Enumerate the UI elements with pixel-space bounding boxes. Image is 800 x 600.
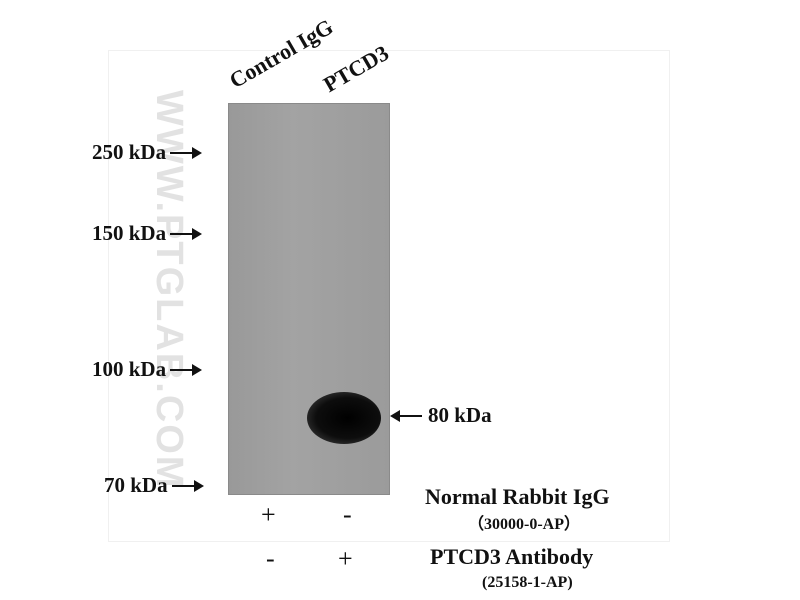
watermark-text: WWW.PTGLAB.COM	[148, 90, 190, 490]
row1-lane2-sign: -	[343, 500, 352, 529]
marker-label: 250 kDa	[92, 140, 167, 164]
marker-label: 150 kDa	[92, 221, 167, 245]
marker-label: 70 kDa	[104, 473, 168, 497]
arrow-right-icon	[170, 363, 203, 376]
panel-frame	[108, 50, 670, 542]
row1-catalog: （30000-0-AP）	[468, 516, 580, 533]
arrow-right-icon	[171, 479, 204, 492]
marker-150: 150 kDa	[92, 221, 203, 246]
marker-label: 100 kDa	[92, 357, 167, 381]
marker-100: 100 kDa	[92, 357, 203, 382]
row2-lane2-sign: +	[338, 544, 353, 573]
band-annotation: 80 kDa	[390, 403, 492, 428]
ptcd3-band	[307, 392, 381, 444]
row2-label: PTCD3 Antibody	[430, 544, 594, 569]
band-size-label: 80 kDa	[428, 403, 492, 427]
row2-lane1-sign: -	[266, 544, 275, 573]
arrow-left-icon	[390, 409, 422, 422]
row1-label: Normal Rabbit IgG	[425, 484, 610, 509]
arrow-right-icon	[170, 146, 203, 159]
marker-250: 250 kDa	[92, 140, 203, 165]
row1-lane1-sign: +	[261, 500, 276, 529]
western-blot-image	[228, 103, 390, 495]
row2-catalog: (25158-1-AP)	[482, 574, 573, 591]
marker-70: 70 kDa	[104, 473, 204, 498]
arrow-right-icon	[170, 227, 203, 240]
